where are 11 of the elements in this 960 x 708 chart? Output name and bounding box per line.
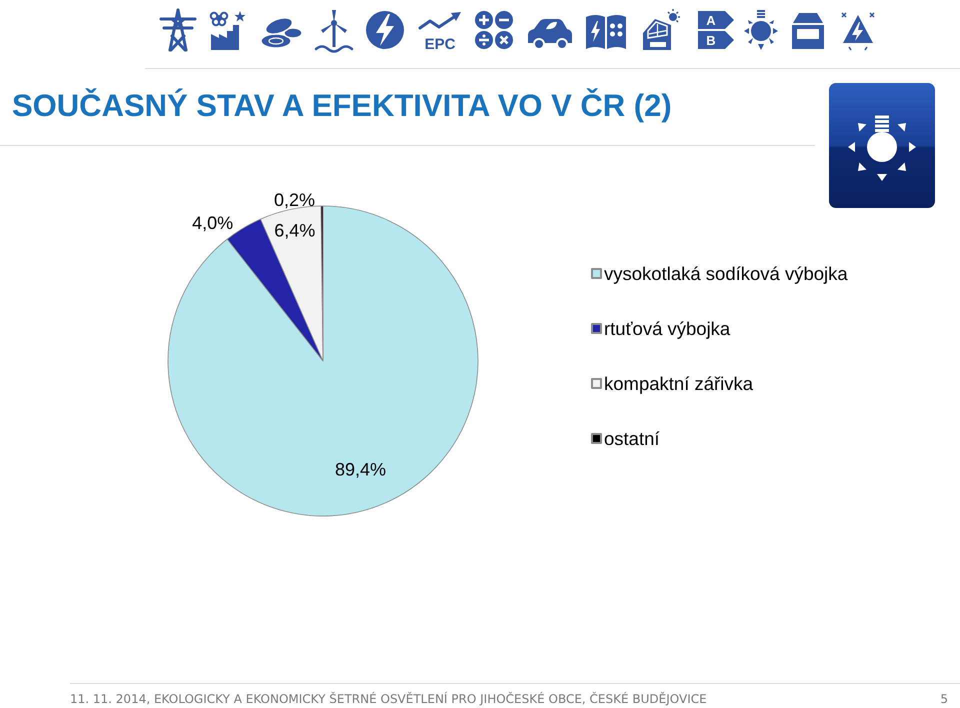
- legend-label: kompaktní zářivka: [604, 373, 754, 394]
- legend-label: vysokotlaká sodíková výbojka: [604, 263, 848, 284]
- data-label: 6,4%: [274, 220, 316, 241]
- legend-label: ostatní: [604, 428, 660, 449]
- legend-label: rtuťová výbojka: [604, 318, 731, 339]
- chart-title: SOUČASNÝ STAV A EFEKTIVITA VO V ČR (2): [12, 88, 672, 123]
- text: 5: [940, 692, 948, 706]
- data-label: 0,2%: [274, 190, 315, 210]
- data-label: 4,0%: [192, 212, 234, 233]
- text: 11. 11. 2014, EKOLOGICKY A EKONOMICKY ŠETRNÉ OSVĚTLENÍ PRO JIHOČESKÉ OBCE, ČESKÉ BUDĚJOVICE: [70, 691, 707, 706]
- data-label: 89,4%: [334, 459, 386, 480]
